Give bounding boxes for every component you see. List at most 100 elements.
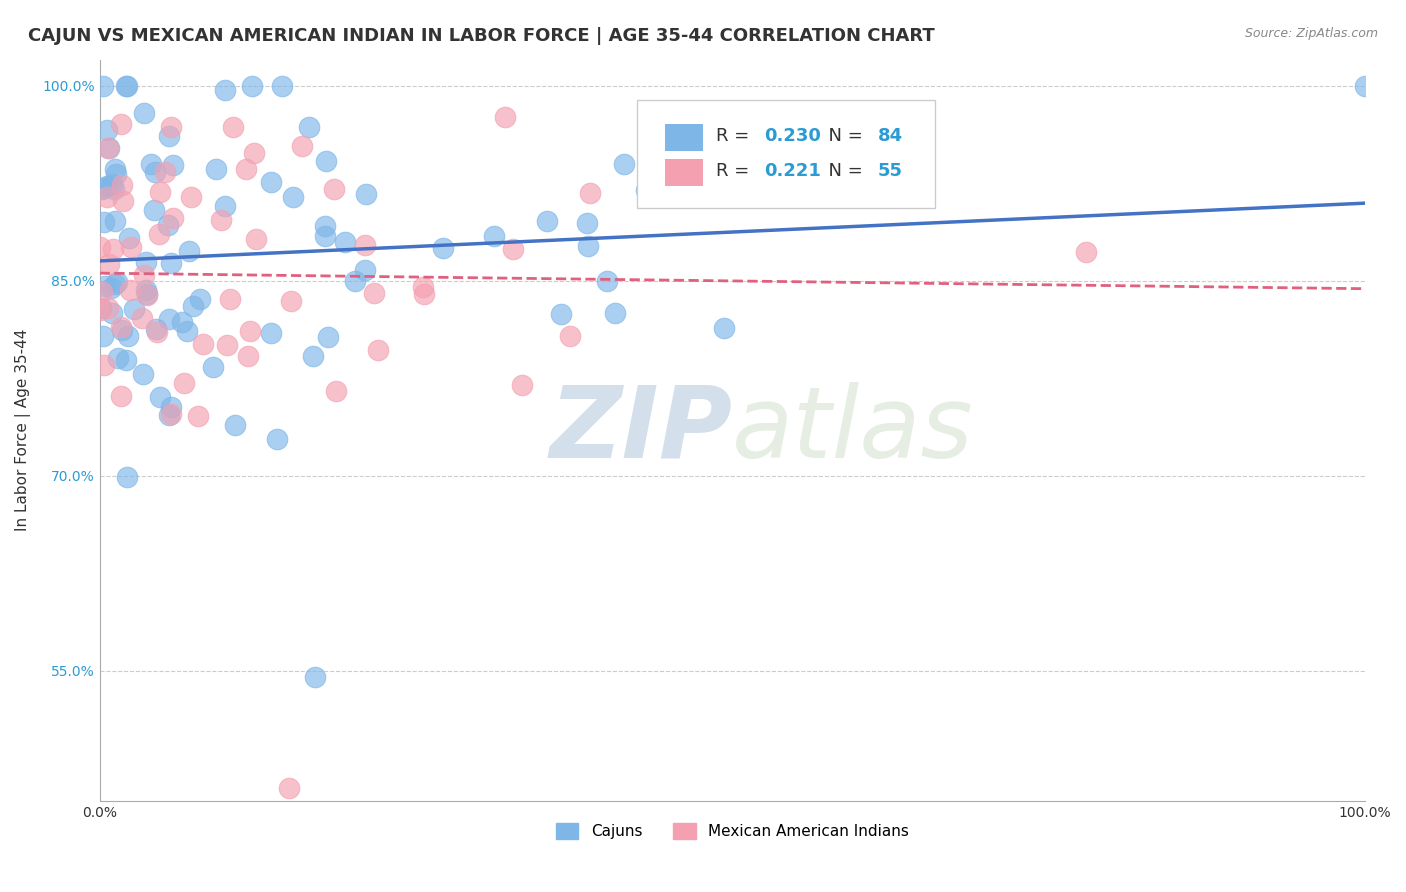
FancyBboxPatch shape	[637, 101, 935, 208]
Point	[291, 138, 314, 153]
Point	[494, 110, 516, 124]
Point	[110, 320, 132, 334]
Point	[235, 162, 257, 177]
Y-axis label: In Labor Force | Age 35-44: In Labor Force | Age 35-44	[15, 329, 31, 532]
Point	[412, 287, 434, 301]
Point	[502, 242, 524, 256]
Point	[96, 190, 118, 204]
Point	[245, 232, 267, 246]
Point	[96, 178, 118, 193]
Point	[131, 367, 153, 381]
Point	[135, 287, 157, 301]
Point	[180, 189, 202, 203]
Point	[550, 307, 572, 321]
Point	[298, 120, 321, 135]
Point	[148, 227, 170, 241]
Text: 0.230: 0.230	[763, 127, 821, 145]
Point	[1076, 245, 1098, 260]
Point	[104, 161, 127, 176]
Point	[115, 78, 138, 93]
Text: 0.221: 0.221	[763, 161, 821, 180]
Point	[214, 199, 236, 213]
Point	[304, 670, 326, 684]
Point	[280, 294, 302, 309]
Point	[157, 311, 180, 326]
Point	[135, 254, 157, 268]
Point	[135, 287, 157, 301]
Point	[578, 186, 600, 200]
Point	[482, 229, 505, 244]
Point	[205, 162, 228, 177]
Point	[412, 280, 434, 294]
Point	[156, 218, 179, 232]
Text: R =: R =	[716, 161, 755, 180]
Point	[114, 352, 136, 367]
Point	[243, 146, 266, 161]
Point	[363, 285, 385, 300]
Point	[170, 315, 193, 329]
Point	[596, 275, 619, 289]
Point	[353, 262, 375, 277]
Point	[222, 120, 245, 134]
Point	[105, 167, 128, 181]
Point	[97, 257, 120, 271]
Point	[135, 283, 157, 297]
Text: N =: N =	[817, 127, 869, 145]
Point	[104, 214, 127, 228]
Point	[91, 78, 114, 93]
Point	[111, 178, 134, 192]
Point	[91, 181, 114, 195]
Text: 55: 55	[877, 161, 903, 180]
Point	[97, 301, 120, 315]
Point	[149, 390, 172, 404]
Point	[89, 240, 111, 254]
Point	[118, 231, 141, 245]
Point	[91, 328, 114, 343]
Point	[576, 239, 599, 253]
Point	[93, 279, 115, 293]
Point	[103, 242, 125, 256]
Point	[344, 274, 367, 288]
Point	[91, 180, 114, 194]
Point	[713, 321, 735, 335]
Point	[173, 376, 195, 390]
Point	[114, 78, 136, 93]
Point	[101, 306, 124, 320]
Point	[209, 213, 232, 227]
Point	[278, 780, 301, 795]
Point	[100, 281, 122, 295]
Point	[187, 409, 209, 424]
Point	[315, 153, 337, 168]
Point	[314, 229, 336, 244]
Point	[214, 82, 236, 96]
Point	[143, 202, 166, 217]
Point	[301, 349, 323, 363]
Point	[145, 321, 167, 335]
Point	[89, 303, 111, 318]
Point	[115, 469, 138, 483]
Text: CAJUN VS MEXICAN AMERICAN INDIAN IN LABOR FORCE | AGE 35-44 CORRELATION CHART: CAJUN VS MEXICAN AMERICAN INDIAN IN LABO…	[28, 27, 935, 45]
Point	[367, 343, 389, 357]
Point	[218, 292, 240, 306]
Point	[157, 408, 180, 422]
Point	[98, 141, 121, 155]
Point	[325, 384, 347, 399]
Point	[105, 275, 128, 289]
Point	[132, 105, 155, 120]
Point	[239, 324, 262, 338]
Point	[97, 141, 120, 155]
Point	[510, 377, 533, 392]
Point	[322, 181, 344, 195]
Point	[110, 117, 132, 131]
Point	[110, 389, 132, 403]
Point	[188, 292, 211, 306]
Point	[120, 283, 142, 297]
Point	[432, 241, 454, 255]
Point	[134, 268, 156, 282]
Text: Source: ZipAtlas.com: Source: ZipAtlas.com	[1244, 27, 1378, 40]
Point	[96, 123, 118, 137]
FancyBboxPatch shape	[665, 159, 703, 186]
Point	[117, 328, 139, 343]
Point	[181, 299, 204, 313]
Point	[146, 325, 169, 339]
